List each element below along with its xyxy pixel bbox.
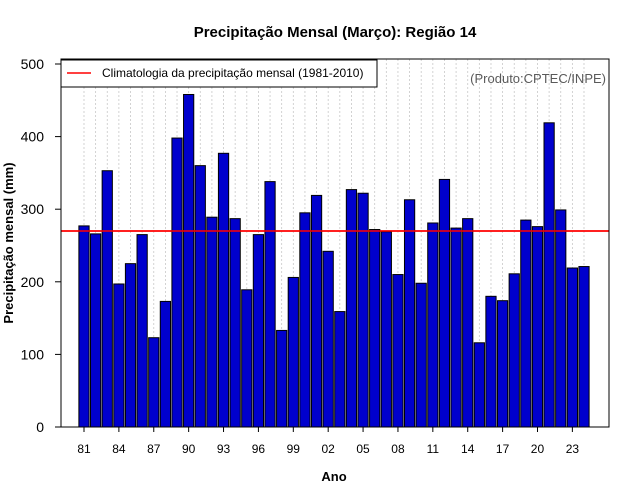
bar-1985 (124, 263, 137, 428)
y-tick-label: 500 (21, 56, 45, 72)
bar-2014 (462, 218, 474, 428)
bar-1994 (229, 218, 241, 428)
legend: Climatologia da precipitação mensal (198… (60, 59, 378, 88)
y-axis-title: Precipitação mensal (mm) (1, 162, 16, 323)
bar-2009 (403, 199, 416, 428)
bar-2011 (427, 222, 439, 428)
x-tick-label: 23 (566, 442, 580, 456)
bar-1993 (217, 152, 230, 428)
bar-2019 (520, 219, 532, 428)
bar-1999 (287, 276, 299, 428)
bar-2020 (531, 226, 544, 428)
x-tick-label: 99 (287, 442, 301, 456)
y-axis: 0 100 200 300 400 500 (21, 56, 61, 435)
bar-2024 (578, 266, 590, 428)
x-tick-label: 96 (252, 442, 266, 456)
x-axis: 81 84 87 90 93 96 99 02 05 08 11 14 17 20 23 (77, 427, 579, 456)
x-tick-label: 93 (217, 442, 231, 456)
bar-1983 (101, 170, 113, 428)
x-tick-label: 11 (427, 442, 440, 456)
chart-title: Precipitação Mensal (Março): Região 14 (194, 24, 477, 41)
bar-1992 (206, 216, 218, 428)
y-tick-label: 200 (21, 274, 45, 290)
bar-1984 (113, 283, 125, 428)
bar-1998 (276, 329, 288, 428)
bars (78, 93, 590, 428)
bar-2006 (369, 229, 381, 428)
bar-2007 (380, 231, 392, 428)
bar-1991 (194, 165, 206, 428)
bar-2000 (299, 212, 311, 428)
bar-2018 (508, 273, 520, 428)
x-tick-label: 84 (112, 442, 126, 456)
bar-1981 (78, 225, 90, 428)
x-tick-label: 05 (356, 442, 370, 456)
bar-2021 (543, 122, 555, 428)
bar-2004 (345, 189, 358, 428)
y-tick-label: 0 (36, 419, 44, 435)
bar-1987 (148, 337, 160, 428)
bar-2012 (438, 178, 451, 428)
bar-2017 (496, 300, 509, 428)
x-axis-title: Ano (321, 469, 346, 484)
bar-2008 (392, 274, 404, 428)
bar-2013 (450, 227, 462, 428)
bar-2023 (566, 267, 578, 428)
bar-2022 (555, 209, 567, 428)
x-tick-label: 14 (461, 442, 475, 456)
y-tick-label: 100 (21, 346, 45, 362)
bar-2001 (310, 194, 323, 428)
bar-2005 (357, 192, 369, 428)
bar-1989 (171, 137, 183, 428)
y-tick-label: 300 (21, 201, 45, 217)
x-tick-label: 81 (77, 442, 91, 456)
bar-1990 (183, 93, 195, 428)
x-tick-label: 08 (391, 442, 405, 456)
x-tick-label: 20 (531, 442, 545, 456)
bar-1995 (241, 289, 253, 428)
bar-1988 (159, 300, 172, 428)
x-tick-label: 17 (496, 442, 510, 456)
bar-1982 (90, 233, 102, 428)
x-tick-label: 02 (322, 442, 336, 456)
bar-2015 (473, 342, 485, 428)
bar-2003 (334, 311, 346, 428)
legend-label: Climatologia da precipitação mensal (198… (102, 66, 363, 80)
bar-2016 (485, 295, 497, 428)
bar-1986 (136, 234, 148, 428)
bar-2010 (415, 282, 427, 428)
x-tick-label: 87 (147, 442, 161, 456)
bar-2002 (322, 250, 334, 428)
plot-frame (60, 58, 610, 428)
x-tick-label: 90 (182, 442, 196, 456)
bar-1996 (252, 234, 265, 428)
credit-label: (Produto:CPTEC/INPE) (470, 71, 606, 86)
legend-box (60, 59, 378, 88)
bar-1997 (264, 181, 276, 428)
y-tick-label: 400 (21, 129, 45, 145)
